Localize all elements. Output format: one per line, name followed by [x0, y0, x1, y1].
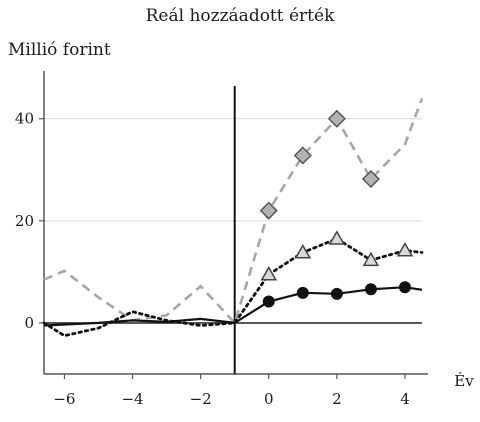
y-axis-label: Millió forint — [8, 40, 111, 60]
circle-marker — [330, 287, 343, 300]
x-tick-label: 2 — [332, 390, 342, 408]
circle-marker — [296, 286, 309, 299]
series-line-1 — [43, 97, 424, 326]
x-tick-label: 0 — [264, 390, 274, 408]
x-tick-label: −6 — [53, 390, 75, 408]
y-tick-label: 0 — [24, 314, 34, 332]
triangle-marker — [362, 251, 380, 267]
y-tick-label: 20 — [15, 212, 34, 230]
x-tick-label: 4 — [400, 390, 410, 408]
diamond-marker — [361, 169, 380, 189]
triangle-marker — [396, 241, 414, 257]
diamond-marker — [327, 109, 346, 128]
triangle-marker — [328, 230, 346, 245]
y-tick-label: 40 — [15, 110, 34, 128]
x-tick-label: −2 — [190, 390, 212, 408]
triangle-marker — [294, 243, 312, 259]
diamond-marker — [259, 201, 278, 220]
circle-marker — [398, 281, 411, 294]
triangle-marker — [260, 265, 278, 281]
x-axis-label: Év — [454, 372, 474, 390]
chart-title: Reál hozzáadott érték — [145, 6, 335, 26]
diamond-marker — [293, 146, 312, 165]
circle-marker — [364, 283, 377, 296]
x-tick-label: −4 — [121, 390, 143, 408]
circle-marker — [262, 295, 275, 308]
